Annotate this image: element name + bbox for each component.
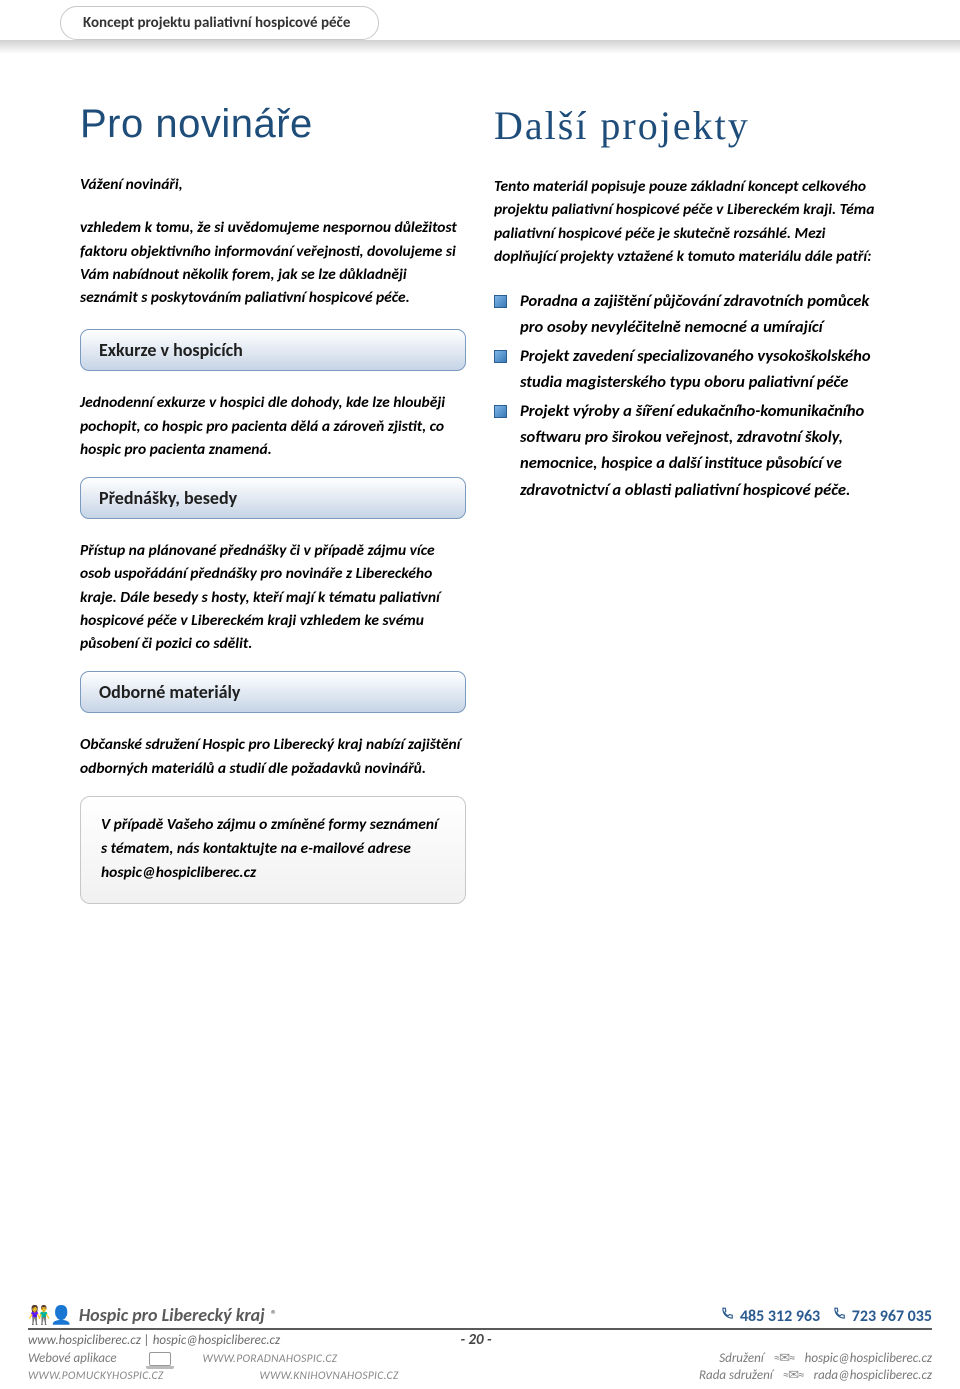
webapps-label: Webové aplikace — [28, 1351, 117, 1366]
sdruzeni-email: hospic@hospicliberec.cz — [805, 1351, 932, 1366]
phone-entry: 723 967 035 — [832, 1307, 932, 1326]
footer-website: www.hospicliberec.cz — [28, 1333, 141, 1348]
envelope-icon: ≈✉≈ — [783, 1368, 804, 1383]
list-item-text: Poradna a zajištění půjčování zdravotníc… — [520, 291, 869, 337]
section2-body: Přístup na plánované přednášky či v příp… — [80, 539, 466, 655]
page-container: Koncept projektu paliativní hospicové pé… — [0, 6, 960, 1389]
footer-bottom-right: Sdružení ≈✉≈ hospic@hospicliberec.cz — [719, 1351, 932, 1366]
header-region: Koncept projektu paliativní hospicové pé… — [60, 6, 960, 44]
mail-line-rada: Rada sdružení ≈✉≈ rada@hospicliberec.cz — [699, 1368, 932, 1383]
section1-title: Exkurze v hospicích — [99, 339, 243, 361]
footer-top-row: 👫👤 Hospic pro Liberecký kraj ® 485 312 9… — [28, 1304, 932, 1330]
intro-body: vzhledem k tomu, že si uvědomujeme nespo… — [80, 216, 466, 309]
section-exkurze-heading: Exkurze v hospicích — [80, 329, 466, 371]
laptop-icon — [149, 1352, 171, 1366]
url-pomucky: WWW.POMUCKYHOSPIC.CZ — [28, 1369, 164, 1383]
org-name: Hospic pro Liberecký kraj — [79, 1304, 265, 1326]
header-shadow — [0, 40, 960, 54]
section1-body: Jednodenní exkurze v hospici dle dohody,… — [80, 391, 466, 461]
footer-mid-row: www.hospicliberec.cz | hospic@hospiclibe… — [28, 1330, 932, 1349]
rada-label: Rada sdružení — [699, 1368, 773, 1383]
footer-bottom-left: Webové aplikace WWW.PORADNAHOSPIC.CZ — [28, 1351, 337, 1366]
header-tab-pill: Koncept projektu paliativní hospicové pé… — [60, 6, 379, 40]
content-columns: Pro novináře Vážení novináři, vzhledem k… — [0, 44, 960, 904]
phone1: 485 312 963 — [740, 1307, 820, 1326]
page-number: - 20 - — [460, 1331, 491, 1349]
section3-body: Občanské sdružení Hospic pro Liberecký k… — [80, 733, 466, 780]
footer-bottom-row2: WWW.POMUCKYHOSPIC.CZ WWW.KNIHOVNAHOSPIC.… — [28, 1366, 932, 1383]
footer-links: www.hospicliberec.cz | hospic@hospiclibe… — [28, 1333, 280, 1348]
mail-line-sdruzeni: Sdružení ≈✉≈ hospic@hospicliberec.cz — [719, 1351, 932, 1366]
footer-sep: | — [141, 1333, 153, 1348]
envelope-icon: ≈✉≈ — [774, 1351, 795, 1366]
footer: 👫👤 Hospic pro Liberecký kraj ® 485 312 9… — [0, 1298, 960, 1389]
phone-icon — [832, 1307, 846, 1321]
section-prednasky-heading: Přednášky, besedy — [80, 477, 466, 519]
rada-email: rada@hospicliberec.cz — [814, 1368, 932, 1383]
phone-icon — [720, 1307, 734, 1321]
phone-block: 485 312 963 723 967 035 — [720, 1307, 932, 1326]
callout-text: V případě Vašeho zájmu o zmíněné formy s… — [101, 815, 438, 882]
url-poradna: WWW.PORADNAHOSPIC.CZ — [203, 1352, 338, 1366]
list-item: Projekt výroby a šíření edukačního-komun… — [494, 398, 880, 504]
url-knihovna: WWW.KNIHOVNAHOSPIC.CZ — [260, 1369, 399, 1383]
list-item-text: Projekt výroby a šíření edukačního-komun… — [520, 401, 864, 500]
header-tab-title: Koncept projektu paliativní hospicové pé… — [83, 14, 350, 32]
footer-bottom-left2: WWW.POMUCKYHOSPIC.CZ WWW.KNIHOVNAHOSPIC.… — [28, 1369, 399, 1383]
list-item: Projekt zavedení specializovaného vysoko… — [494, 343, 880, 396]
contact-callout: V případě Vašeho zájmu o zmíněné formy s… — [80, 796, 466, 904]
footer-email-main: hospic@hospicliberec.cz — [153, 1333, 280, 1348]
list-item-text: Projekt zavedení specializovaného vysoko… — [520, 346, 871, 392]
section-materialy-heading: Odborné materiály — [80, 671, 466, 713]
left-column: Pro novináře Vážení novináři, vzhledem k… — [80, 102, 466, 904]
project-list: Poradna a zajištění půjčování zdravotníc… — [494, 288, 880, 503]
right-intro: Tento materiál popisuje pouze základní k… — [494, 175, 880, 268]
list-item: Poradna a zajištění půjčování zdravotníc… — [494, 288, 880, 341]
org-name-block: 👫👤 Hospic pro Liberecký kraj ® — [28, 1304, 277, 1326]
phone2: 723 967 035 — [852, 1307, 932, 1326]
footer-bottom-right2: Rada sdružení ≈✉≈ rada@hospicliberec.cz — [699, 1368, 932, 1383]
right-column: Další projekty Tento materiál popisuje p… — [494, 102, 880, 904]
sdruzeni-label: Sdružení — [719, 1351, 764, 1366]
phone-entry: 485 312 963 — [720, 1307, 820, 1326]
section3-title: Odborné materiály — [99, 681, 240, 703]
right-heading: Další projekty — [494, 102, 880, 149]
section2-title: Přednášky, besedy — [99, 487, 237, 509]
footer-bottom-row: Webové aplikace WWW.PORADNAHOSPIC.CZ Sdr… — [28, 1349, 932, 1366]
salutation: Vážení novináři, — [80, 173, 466, 196]
registered-mark: ® — [271, 1308, 278, 1323]
left-heading: Pro novináře — [80, 102, 466, 147]
people-icon: 👫👤 — [28, 1304, 73, 1326]
